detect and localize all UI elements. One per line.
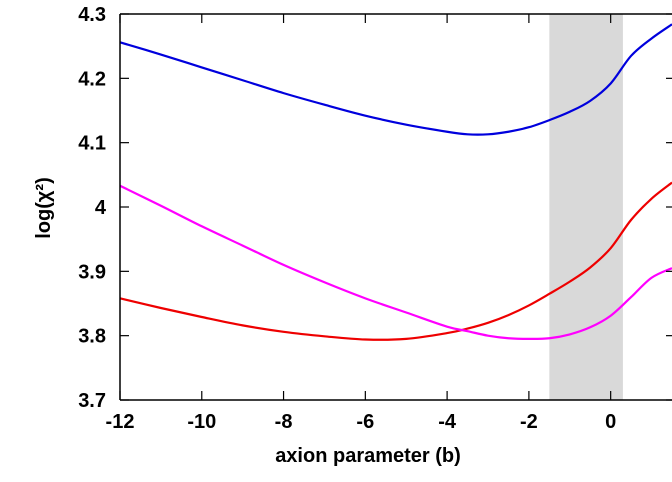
x-axis-title: axion parameter (b): [275, 445, 461, 467]
y-tick-label: 3.9: [78, 261, 106, 283]
y-tick-label: 4.3: [78, 4, 106, 26]
x-tick-label: -2: [520, 411, 538, 433]
x-tick-label: -4: [438, 411, 457, 433]
x-tick-label: -8: [275, 411, 293, 433]
x-tick-label: -10: [187, 411, 216, 433]
x-tick-label: -6: [356, 411, 374, 433]
x-tick-label: 0: [605, 411, 616, 433]
y-tick-label: 4.1: [78, 133, 106, 155]
series-line-1: [119, 23, 672, 136]
series-line-2: [119, 181, 672, 341]
series-line-3: [119, 184, 672, 340]
shaded-region: [549, 14, 623, 400]
y-tick-label: 4.2: [78, 68, 106, 90]
axes-layer: -12 -10 -8 -6 -4 -2 0 3.7 3.8 3.9 4 4.1 4.2 4.3: [78, 4, 672, 433]
y-axis-title: log(χ²): [33, 177, 55, 238]
y-tick-label: 3.7: [78, 390, 106, 412]
y-tick-label: 3.8: [78, 326, 106, 348]
x-tick-label: -12: [106, 411, 135, 433]
series-layer: [119, 23, 672, 341]
y-tick-label: 4: [95, 197, 107, 219]
